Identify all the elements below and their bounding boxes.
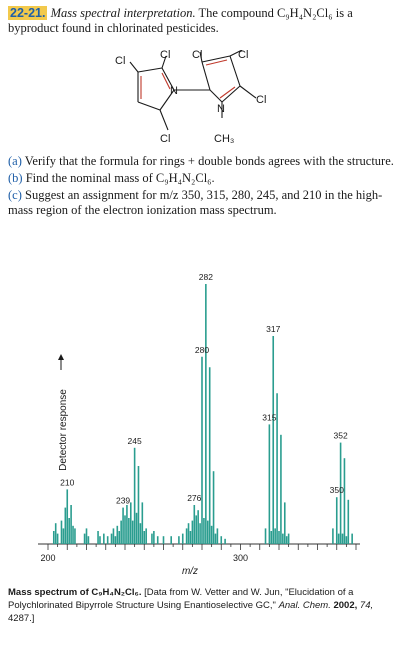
peak-label: 282 [199,272,213,282]
problem-statement: 22-21. Mass spectral interpretation. The… [8,6,396,36]
x-axis-label: m/z [182,566,198,577]
part-c: (c) Suggest an assignment for m/z 350, 3… [8,188,383,217]
y-axis-label: Detector response [58,389,69,471]
x-tick-label: 200 [40,553,55,563]
peak-label: 210 [60,477,74,487]
caption-volume: 74, [359,600,374,611]
peak-label: 245 [128,436,142,446]
peak-bars [52,284,353,544]
atom-label: CH₃ [214,133,234,145]
caption-journal: Anal. Chem. [278,600,331,611]
peak-label: 315 [262,412,276,422]
problem-number: 22-21. [8,6,48,20]
atom-label: Cl [192,50,202,61]
atom-label: Cl [160,50,170,61]
problem-text-suffix: is a byproduct found in chlorinated pest… [8,6,353,35]
mass-spectrum-chart: 200 300 210 239 245 276 280 282 315 317 350 352 De… [38,272,360,577]
peak-label: 317 [266,324,280,334]
problem-parts: (a) Verify that the formula for rings + … [8,154,396,220]
peak-label: 276 [187,493,201,503]
peak-labels: 210 239 245 276 280 282 315 317 350 352 [60,272,348,506]
bipyrrole-structure: Cl Cl Cl Cl N Cl N Cl CH₃ [115,50,266,145]
atom-label: N [217,103,225,115]
problem-formula: C₉H₄N₂Cl₆ [276,6,333,20]
caption-lead: Mass spectrum of C₉H₄N₂Cl₆. [8,587,142,598]
peak-label: 239 [116,496,130,506]
caption-pages: 4287.] [8,613,35,624]
atom-label: N [170,85,178,97]
part-b: (b) Find the nominal mass of C₉H₄N₂Cl₆. [8,171,215,185]
part-a: (a) Verify that the formula for rings + … [8,154,394,168]
x-ticks: 200 300 [40,544,357,563]
figure-caption: Mass spectrum of C₉H₄N₂Cl₆. [Data from W… [8,586,396,625]
y-axis-arrow [58,354,64,370]
atom-label: Cl [115,55,125,67]
problem-text-prefix: The compound [198,6,274,20]
atom-label: Cl [160,133,170,145]
peak-label: 350 [330,485,344,495]
atom-label: Cl [256,94,266,106]
caption-source: [Data from W. Vetter and W. Jun, "Elucid… [8,587,354,611]
peak-label: 352 [334,431,348,441]
caption-year: 2002, [333,600,358,611]
problem-title: Mass spectral interpretation. [50,6,196,20]
x-tick-label: 300 [233,553,248,563]
atom-label: Cl [238,50,248,61]
peak-label: 280 [195,345,209,355]
